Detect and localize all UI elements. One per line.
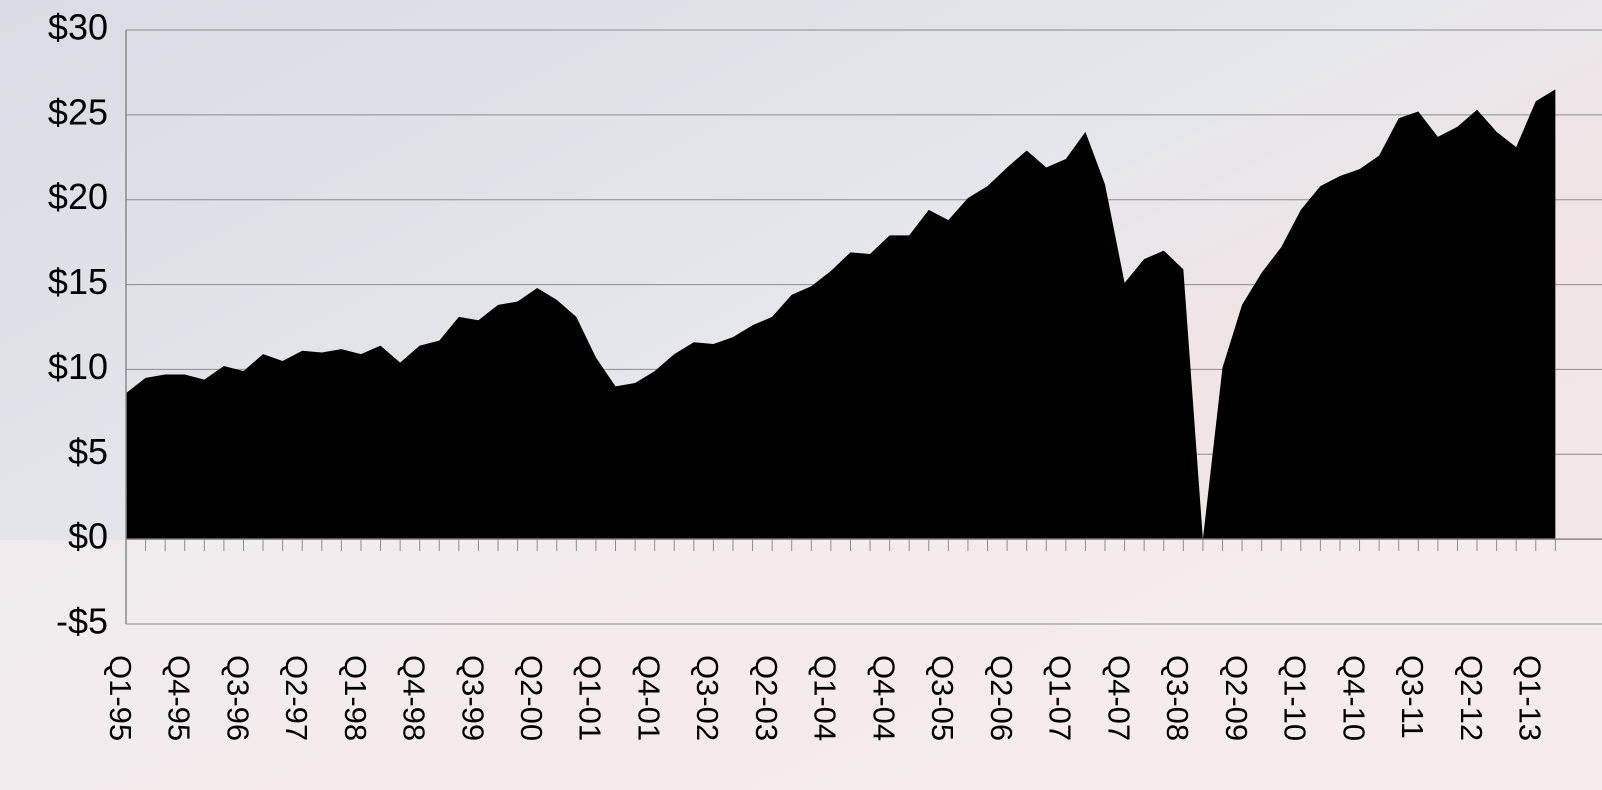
x-tick-label: Q4-04 (866, 655, 901, 741)
x-tick-label: Q1-04 (808, 655, 843, 741)
x-tick-label: Q3-11 (1395, 655, 1430, 739)
x-tick-label: Q1-98 (338, 655, 373, 741)
x-tick-label: Q2-06 (984, 655, 1019, 741)
x-tick-label: Q4-10 (1336, 655, 1371, 741)
y-tick-label: $30 (48, 7, 108, 48)
x-tick-label: Q2-00 (514, 655, 549, 741)
x-tick-label: Q1-10 (1278, 655, 1313, 741)
y-tick-label: $5 (68, 431, 108, 472)
x-tick-label: Q1-95 (103, 655, 138, 741)
x-tick-label: Q1-01 (573, 655, 608, 741)
x-tick-label: Q3-08 (1160, 655, 1195, 741)
x-tick-label: Q4-07 (1101, 655, 1136, 741)
x-tick-label: Q2-97 (279, 655, 314, 741)
x-tick-label: Q3-99 (455, 655, 490, 741)
x-tick-label: Q3-05 (925, 655, 960, 741)
x-tick-label: Q2-09 (1219, 655, 1254, 741)
x-tick-label: Q2-12 (1454, 655, 1489, 741)
y-tick-label: $25 (48, 91, 108, 132)
background-band (0, 540, 1602, 790)
x-tick-label: Q4-98 (397, 655, 432, 741)
y-tick-label: -$5 (56, 601, 108, 642)
x-tick-label: Q3-02 (690, 655, 725, 741)
x-tick-label: Q4-95 (162, 655, 197, 741)
y-tick-label: $10 (48, 346, 108, 387)
x-tick-label: Q1-13 (1513, 655, 1548, 741)
y-tick-label: $15 (48, 261, 108, 302)
area (126, 89, 1556, 540)
x-tick-label: Q3-96 (220, 655, 255, 741)
y-tick-label: $0 (68, 516, 108, 557)
x-tick-label: Q2-03 (749, 655, 784, 741)
x-tick-label: Q1-07 (1043, 655, 1078, 741)
y-tick-label: $20 (48, 176, 108, 217)
x-tick-label: Q4-01 (631, 655, 666, 741)
